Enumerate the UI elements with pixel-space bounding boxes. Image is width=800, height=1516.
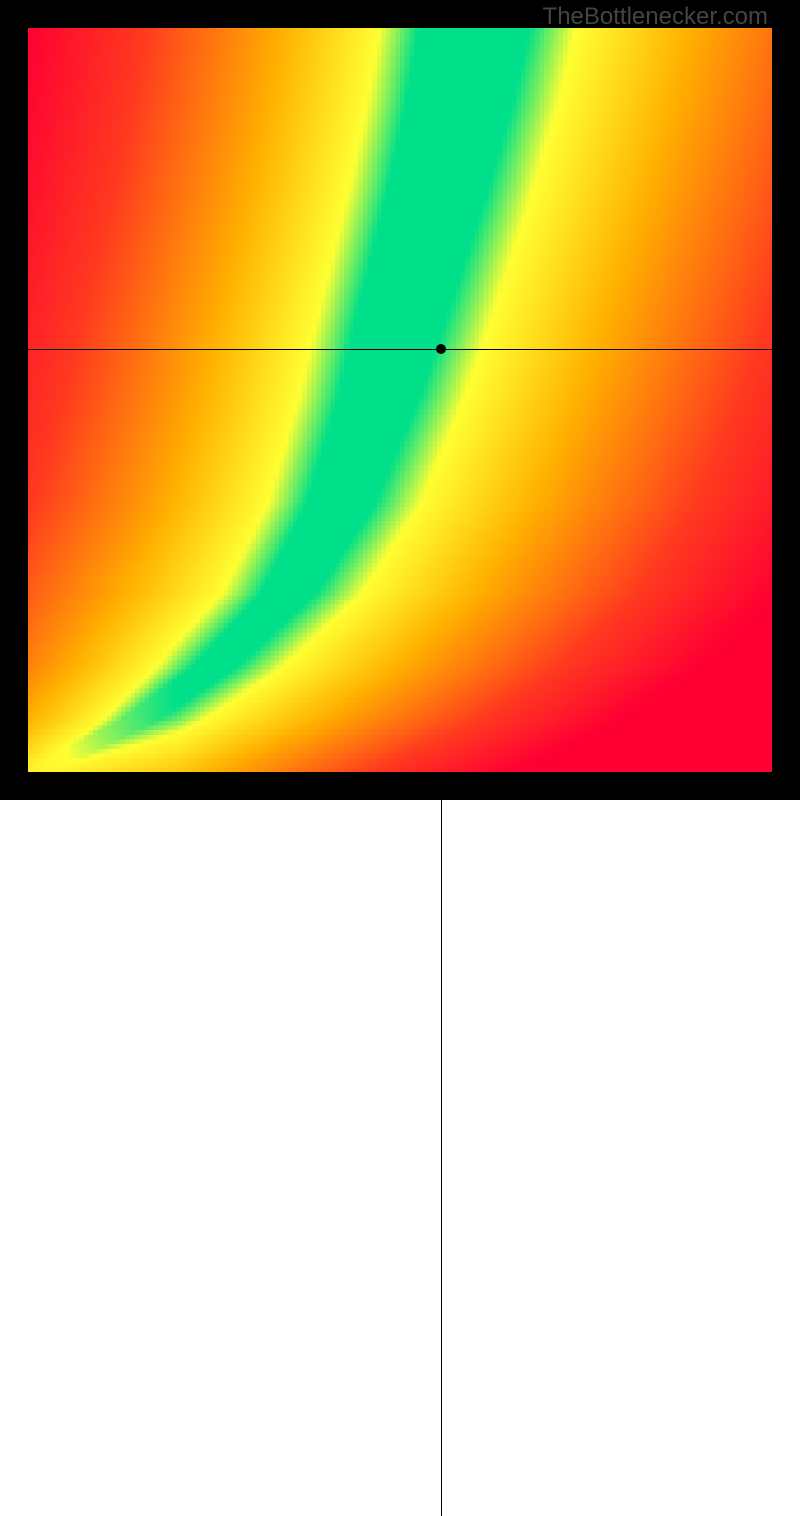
plot-area	[28, 28, 772, 772]
watermark-text: TheBottlenecker.com	[543, 3, 768, 31]
chart-frame: TheBottlenecker.com	[0, 0, 800, 800]
crosshair-vertical	[441, 772, 442, 1516]
heatmap-canvas	[28, 28, 772, 772]
